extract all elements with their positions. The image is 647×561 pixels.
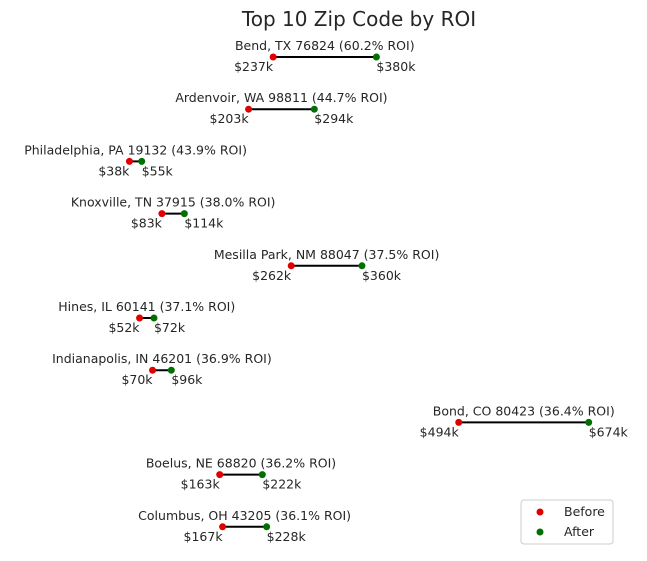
legend-after-marker [536, 528, 544, 536]
after-point [585, 418, 593, 426]
chart-rows: Bend, TX 76824 (60.2% ROI) $237k $380k Arde… [24, 38, 628, 544]
after-value-label: $228k [267, 529, 307, 544]
legend-after-label: After [564, 524, 595, 539]
dumbbell-row: Bond, CO 80423 (36.4% ROI) $494k $674k [420, 403, 629, 439]
after-point [258, 471, 266, 479]
row-label: Indianapolis, IN 46201 (36.9% ROI) [52, 351, 272, 366]
chart-title: Top 10 Zip Code by ROI [241, 7, 476, 31]
before-value-label: $167k [184, 529, 224, 544]
row-label: Columbus, OH 43205 (36.1% ROI) [138, 508, 351, 523]
before-point [219, 523, 227, 531]
after-value-label: $360k [362, 268, 402, 283]
before-value-label: $70k [121, 372, 153, 387]
before-point [136, 314, 144, 322]
before-value-label: $52k [108, 320, 140, 335]
after-point [310, 105, 318, 113]
row-label: Bond, CO 80423 (36.4% ROI) [433, 403, 615, 418]
before-value-label: $163k [181, 477, 221, 492]
row-label: Philadelphia, PA 19132 (43.9% ROI) [24, 142, 247, 157]
dumbbell-row: Indianapolis, IN 46201 (36.9% ROI) $70k $9… [52, 351, 272, 387]
chart-legend: Before After [520, 499, 614, 545]
after-point [372, 53, 380, 61]
before-value-label: $38k [98, 163, 130, 178]
row-label: Knoxville, TN 37915 (38.0% ROI) [71, 195, 276, 210]
after-point [167, 366, 175, 374]
after-value-label: $294k [314, 111, 354, 126]
dumbbell-row: Mesilla Park, NM 88047 (37.5% ROI) $262k $… [214, 247, 440, 283]
after-value-label: $380k [376, 59, 416, 74]
row-label: Mesilla Park, NM 88047 (37.5% ROI) [214, 247, 440, 262]
legend-before-label: Before [564, 504, 605, 519]
before-value-label: $237k [234, 59, 274, 74]
dumbbell-row: Boelus, NE 68820 (36.2% ROI) $163k $222k [146, 456, 336, 492]
after-value-label: $72k [154, 320, 186, 335]
after-point [263, 523, 271, 531]
after-value-label: $222k [262, 477, 302, 492]
after-point [138, 157, 146, 165]
before-point [149, 366, 157, 374]
legend-before-marker [536, 508, 544, 516]
before-value-label: $494k [420, 424, 460, 439]
before-point [125, 157, 133, 165]
row-label: Bend, TX 76824 (60.2% ROI) [235, 38, 415, 53]
before-point [269, 53, 277, 61]
row-label: Boelus, NE 68820 (36.2% ROI) [146, 456, 336, 471]
before-value-label: $262k [252, 268, 292, 283]
dumbbell-row: Ardenvoir, WA 98811 (44.7% ROI) $203k $294… [175, 90, 387, 126]
dumbbell-row: Philadelphia, PA 19132 (43.9% ROI) $38k $5… [24, 142, 247, 178]
before-point [216, 471, 224, 479]
after-value-label: $674k [589, 424, 629, 439]
after-point [180, 210, 188, 218]
before-value-label: $83k [131, 216, 163, 231]
after-point [150, 314, 158, 322]
legend-frame [520, 499, 614, 545]
before-point [245, 105, 253, 113]
after-value-label: $114k [184, 216, 224, 231]
dumbbell-row: Hines, IL 60141 (37.1% ROI) $52k $72k [58, 299, 235, 335]
row-label: Hines, IL 60141 (37.1% ROI) [58, 299, 235, 314]
dumbbell-row: Knoxville, TN 37915 (38.0% ROI) $83k $114k [71, 195, 276, 231]
dumbbell-row: Bend, TX 76824 (60.2% ROI) $237k $380k [234, 38, 416, 74]
after-value-label: $55k [142, 163, 174, 178]
before-value-label: $203k [210, 111, 250, 126]
before-point [455, 418, 463, 426]
row-label: Ardenvoir, WA 98811 (44.7% ROI) [175, 90, 387, 105]
dumbbell-row: Columbus, OH 43205 (36.1% ROI) $167k $228k [138, 508, 351, 544]
after-value-label: $96k [171, 372, 203, 387]
before-point [287, 262, 295, 270]
before-point [158, 210, 166, 218]
after-point [358, 262, 366, 270]
